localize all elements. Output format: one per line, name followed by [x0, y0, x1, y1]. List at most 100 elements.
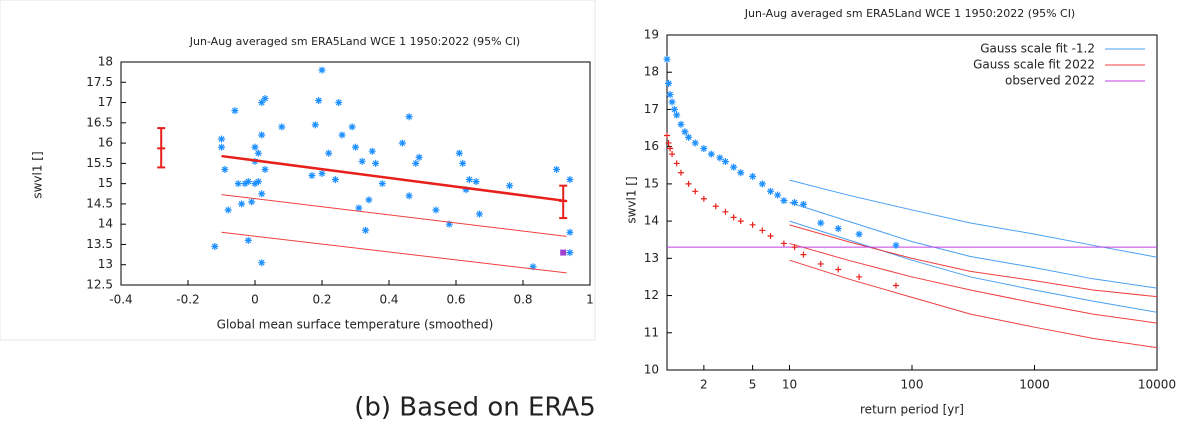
data-point: [405, 192, 413, 200]
y-tick-label: 14: [644, 214, 659, 228]
data-point: [244, 236, 252, 244]
data-point: [315, 97, 323, 105]
data-point: [221, 165, 229, 173]
y-tick-label: 16: [644, 139, 659, 153]
data-point: [759, 227, 766, 234]
data-point: [318, 66, 326, 74]
data-point: [258, 259, 266, 267]
data-point: [712, 203, 719, 210]
data-point: [224, 206, 232, 214]
data-point: [258, 190, 266, 198]
x-tick-label: 0: [251, 293, 259, 307]
y-axis-label: swvl1 []: [31, 151, 45, 198]
data-point: [670, 105, 678, 113]
data-point: [365, 196, 373, 204]
data-point: [663, 55, 671, 63]
data-point: [856, 273, 863, 280]
x-tick-label: 5: [749, 378, 757, 392]
data-point: [667, 145, 674, 152]
y-axis-label: swvl1 []: [625, 176, 639, 223]
series-line: [789, 202, 1158, 289]
data-point: [254, 178, 262, 186]
y-tick-label: 18: [644, 65, 659, 79]
x-tick-label: -0.2: [176, 293, 199, 307]
data-point: [355, 204, 363, 212]
y-tick-label: 12.5: [86, 278, 113, 292]
x-tick-label: 0.2: [312, 293, 331, 307]
y-tick-label: 18: [98, 55, 113, 69]
data-point: [566, 228, 574, 236]
data-point: [211, 242, 219, 250]
data-point: [780, 240, 787, 247]
data-point: [677, 169, 684, 176]
data-point: [800, 251, 807, 258]
data-point: [721, 158, 729, 166]
y-tick-label: 17.5: [86, 75, 113, 89]
legend-label: Gauss scale fit 2022: [973, 58, 1095, 72]
data-point: [432, 206, 440, 214]
data-point: [459, 159, 467, 167]
series-line: [789, 259, 1158, 349]
data-point: [258, 131, 266, 139]
data-point: [700, 145, 708, 153]
data-point: [767, 187, 775, 195]
data-point: [692, 188, 699, 195]
data-point: [405, 113, 413, 121]
data-point: [691, 139, 699, 147]
data-point: [685, 180, 692, 187]
data-point: [506, 182, 514, 190]
data-point: [311, 121, 319, 129]
data-point: [791, 199, 799, 206]
x-tick-label: -0.4: [109, 293, 132, 307]
y-tick-label: 14.5: [86, 196, 113, 210]
legend-label: Gauss scale fit -1.2: [980, 42, 1095, 56]
data-point: [730, 163, 738, 171]
y-tick-label: 15: [98, 176, 113, 190]
data-point: [445, 220, 453, 228]
y-tick-label: 12: [644, 288, 659, 302]
data-point: [358, 157, 366, 165]
data-point: [707, 150, 715, 158]
data-point: [415, 153, 423, 161]
data-point: [668, 98, 676, 106]
x-tick-label: 0.6: [446, 293, 465, 307]
data-point: [677, 120, 685, 128]
chart-title: Jun-Aug averaged sm ERA5Land WCE 1 1950:…: [189, 35, 520, 48]
left-panel: [0, 0, 596, 341]
data-point: [254, 149, 262, 157]
data-point: [318, 170, 326, 177]
data-point: [248, 198, 256, 206]
y-tick-label: 11: [644, 325, 659, 339]
y-tick-label: 16.5: [86, 115, 113, 129]
data-point: [799, 200, 807, 208]
y-tick-label: 14: [98, 217, 113, 231]
data-point: [238, 200, 246, 208]
y-tick-label: 17: [98, 95, 113, 109]
x-tick-label: 0.4: [379, 293, 398, 307]
data-point: [835, 266, 842, 273]
data-point: [335, 99, 343, 107]
data-point: [722, 208, 729, 215]
data-point: [669, 151, 676, 158]
caption: (b) Based on ERA5: [354, 393, 596, 423]
data-point: [666, 91, 674, 99]
plot-frame: [120, 61, 591, 286]
data-point: [673, 111, 681, 119]
data-point: [758, 180, 766, 188]
series-line: [789, 224, 1158, 298]
data-point: [716, 154, 724, 162]
data-point: [278, 123, 286, 131]
x-tick-label: 1000: [1019, 378, 1050, 392]
data-point: [767, 233, 774, 239]
data-point: [681, 128, 689, 136]
data-point: [749, 221, 756, 228]
data-point: [331, 176, 339, 184]
data-point: [780, 197, 788, 205]
data-point: [730, 214, 737, 221]
x-tick-label: 0.8: [513, 293, 532, 307]
chart-title: Jun-Aug averaged sm ERA5Land WCE 1 1950:…: [744, 7, 1075, 20]
data-point: [834, 225, 842, 233]
data-point: [700, 195, 707, 202]
data-point: [749, 172, 757, 180]
